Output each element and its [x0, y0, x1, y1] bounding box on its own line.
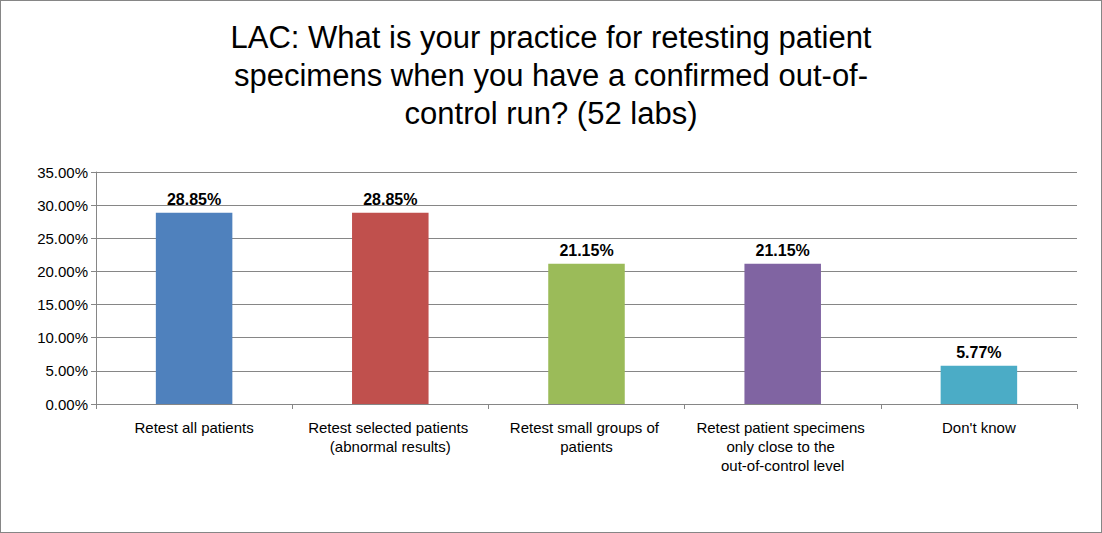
svg-text:20.00%: 20.00%	[37, 263, 88, 280]
svg-text:21.15%: 21.15%	[559, 242, 613, 259]
svg-text:5.77%: 5.77%	[956, 344, 1001, 361]
svg-text:28.85%: 28.85%	[167, 191, 221, 208]
svg-text:28.85%: 28.85%	[363, 191, 417, 208]
svg-text:10.00%: 10.00%	[37, 329, 88, 346]
svg-text:21.15%: 21.15%	[756, 242, 810, 259]
svg-text:30.00%: 30.00%	[37, 197, 88, 214]
svg-text:patients: patients	[560, 438, 613, 455]
svg-text:Don't know: Don't know	[942, 419, 1016, 436]
svg-text:specimens when you have a conf: specimens when you have a confirmed out-…	[234, 58, 868, 93]
svg-text:(abnormal results): (abnormal results)	[330, 438, 451, 455]
svg-text:5.00%: 5.00%	[45, 362, 88, 379]
svg-text:control run? (52 labs): control run? (52 labs)	[405, 96, 698, 131]
svg-text:only close to the: only close to the	[726, 438, 839, 455]
svg-text:Retest selected patients: Retest selected patients	[308, 419, 472, 436]
svg-text:LAC: What is your practice for: LAC: What is your practice for retesting…	[231, 20, 872, 55]
svg-text:Retest all patients: Retest all patients	[134, 419, 253, 436]
svg-text:Retest patient specimens: Retest patient specimens	[696, 419, 869, 436]
svg-text:Retest small groups of: Retest small groups of	[510, 419, 663, 436]
svg-text:0.00%: 0.00%	[45, 396, 88, 413]
svg-text:out-of-control level: out-of-control level	[721, 457, 844, 474]
svg-text:25.00%: 25.00%	[37, 230, 88, 247]
svg-text:35.00%: 35.00%	[37, 164, 88, 181]
svg-text:15.00%: 15.00%	[37, 296, 88, 313]
